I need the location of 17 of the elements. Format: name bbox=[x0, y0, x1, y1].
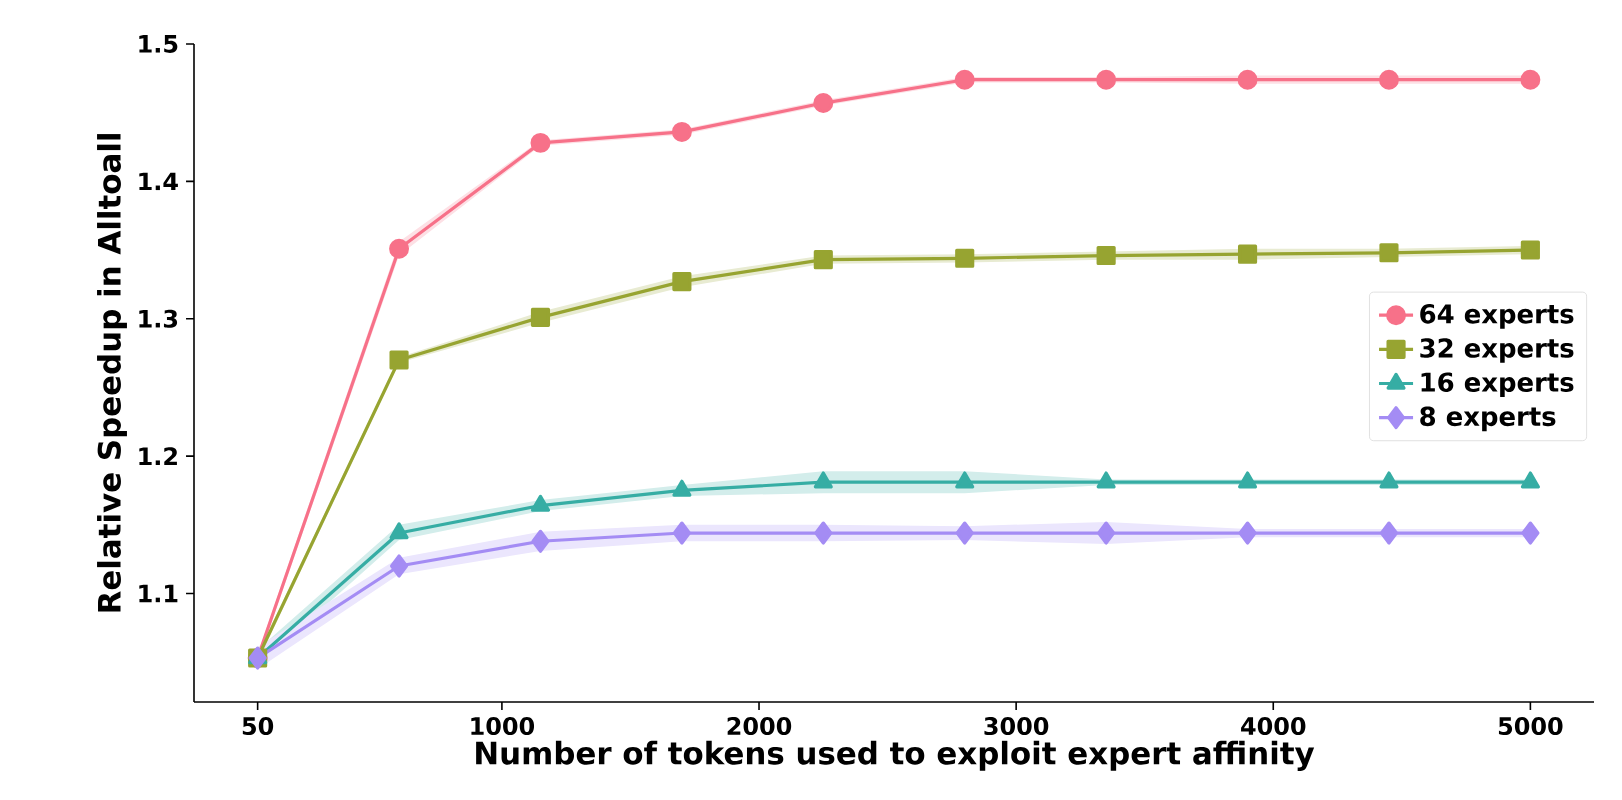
x-tick-label: 2000 bbox=[727, 717, 792, 736]
legend-label: 8 experts bbox=[1420, 406, 1556, 432]
y-tick-label: 1.5 bbox=[139, 35, 178, 53]
legend-label: 16 experts bbox=[1421, 372, 1574, 397]
x-tick-label: 5000 bbox=[1498, 717, 1563, 736]
x-tick-label: 3000 bbox=[984, 717, 1049, 736]
y-tick-label: 1.1 bbox=[139, 584, 178, 603]
legend-label: 64 experts bbox=[1420, 304, 1574, 329]
legend-label: 32 experts bbox=[1420, 338, 1574, 363]
x-tick-label: 4000 bbox=[1241, 717, 1306, 736]
y-tick-label: 1.4 bbox=[139, 172, 178, 191]
x-axis-title: Number of tokens used to exploit expert affinity bbox=[476, 740, 1315, 771]
y-tick-label: 1.2 bbox=[139, 447, 177, 465]
y-tick-label: 1.3 bbox=[139, 309, 178, 328]
x-tick-label: 50 bbox=[242, 717, 274, 736]
x-tick-label: 1000 bbox=[471, 717, 535, 736]
y-axis-title: Relative Speedup in Alltoall bbox=[97, 134, 127, 612]
